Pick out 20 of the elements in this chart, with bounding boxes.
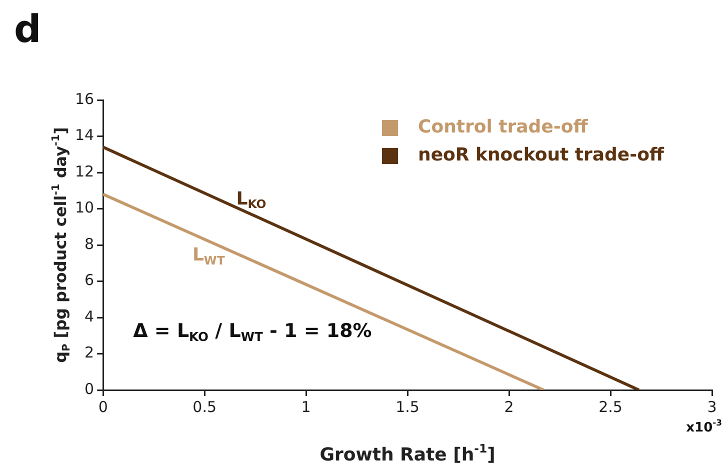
y-tick-label: 8: [84, 234, 94, 253]
legend-label: Control trade-off: [418, 116, 588, 138]
y-tick-label: 0: [84, 380, 94, 398]
y-tick-label: 2: [84, 344, 94, 362]
legend-label: neoR knockout trade-off: [418, 144, 664, 166]
y-tick-label: 16: [74, 90, 94, 108]
x-tick-label: 1.5: [396, 398, 420, 416]
y-tick-label: 14: [74, 126, 94, 144]
x-tick-label: 2.5: [598, 398, 622, 416]
x-tick-label: 0: [98, 398, 108, 416]
chart-title: d: [14, 6, 42, 51]
x-tick-label: 1: [301, 398, 311, 416]
y-tick-label: 12: [74, 162, 94, 180]
x-tick-label: 0.5: [192, 398, 216, 416]
x-tick-label: 3: [707, 398, 717, 416]
y-tick-label: 10: [74, 198, 94, 217]
y-tick-label: 4: [84, 307, 94, 326]
y-axis-title: qP [pg product cell-1 day-1]: [50, 127, 73, 363]
x-tick-label: 2: [504, 398, 514, 416]
y-tick-label: 6: [84, 271, 94, 290]
